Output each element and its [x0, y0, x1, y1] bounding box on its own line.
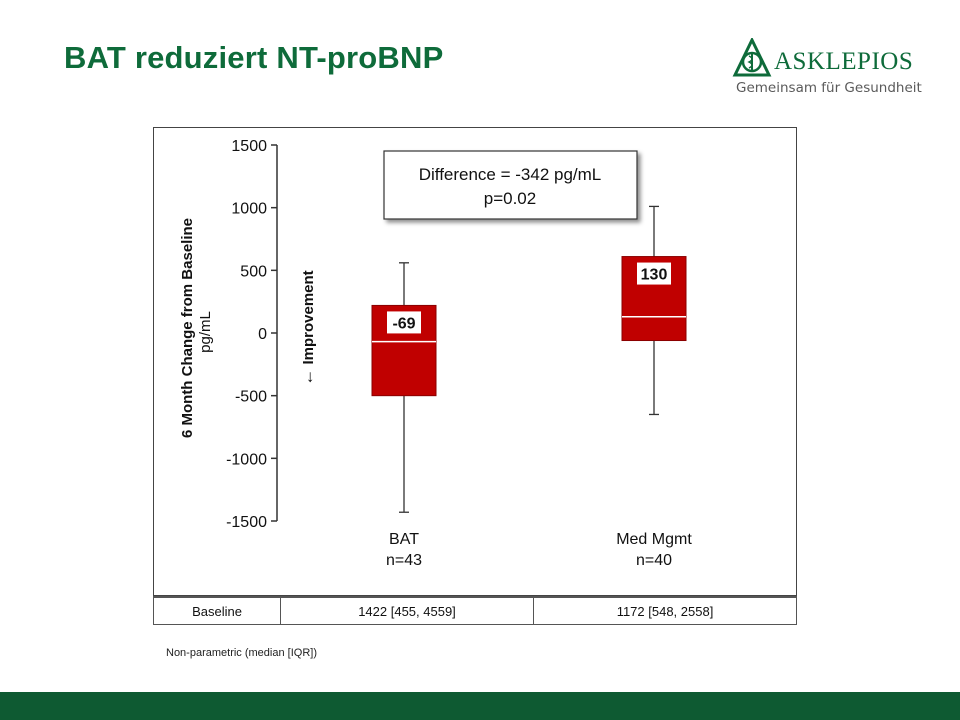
group-n-label: n=40 — [636, 552, 672, 569]
boxplot-chart: 1500 1000 500 0 -500 -1000 -1500 -69 BAT n=43 130… — [153, 127, 797, 596]
median-label-bg — [387, 311, 421, 334]
group-label: BAT — [389, 531, 419, 548]
annotation-box — [383, 150, 638, 220]
median-label: 130 — [641, 267, 668, 284]
baseline-label: Baseline — [153, 596, 281, 625]
baseline-bat: 1422 [455, 4559] — [280, 596, 534, 625]
logo-tagline: Gemeinsam für Gesundheit — [736, 80, 922, 96]
median-label: -69 — [392, 315, 415, 332]
slide-title: BAT reduziert NT-proBNP — [64, 40, 444, 75]
y-tick-label: -1500 — [226, 514, 267, 531]
group-n-label: n=43 — [386, 552, 422, 569]
y-axis-unit: pg/mL — [197, 311, 214, 353]
y-tick-label: 1500 — [231, 138, 267, 155]
annotation-difference: Difference = -342 pg/mL — [419, 165, 602, 184]
chart-svg: 1500 1000 500 0 -500 -1000 -1500 -69 BAT n=43 130… — [179, 138, 692, 569]
y-tick-label: -1000 — [226, 451, 267, 468]
y-tick-label: 0 — [258, 326, 267, 343]
y-tick-label: 500 — [240, 263, 267, 280]
asklepios-logo: ASKLEPIOS Gemeinsam für Gesundheit — [732, 38, 932, 98]
group-label: Med Mgmt — [616, 531, 692, 548]
y-tick-label: -500 — [235, 389, 267, 406]
baseline-med: 1172 [548, 2558] — [533, 596, 797, 625]
annotation-pvalue: p=0.02 — [484, 189, 536, 208]
y-tick-label: 1000 — [231, 201, 267, 218]
baseline-table: Baseline 1422 [455, 4559] 1172 [548, 255… — [153, 596, 797, 625]
logo-name: ASKLEPIOS — [774, 48, 914, 75]
median-label-bg — [637, 262, 671, 285]
method-note: Non-parametric (median [IQR]) — [166, 647, 317, 659]
y-axis-label: 6 Month Change from Baseline — [179, 218, 196, 438]
asklepios-emblem-icon — [732, 38, 772, 77]
footer-bar — [0, 692, 960, 720]
arrow-label: ← Improvement — [298, 270, 317, 385]
